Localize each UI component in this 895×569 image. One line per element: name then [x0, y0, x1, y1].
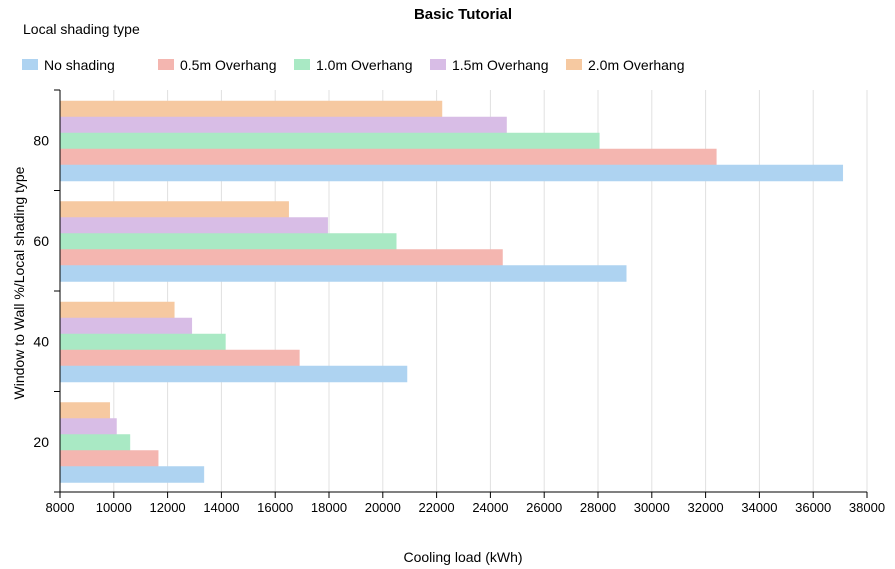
bar: [59, 116, 507, 134]
x-tick-label: 38000: [849, 500, 885, 515]
bar: [59, 317, 193, 335]
legend-swatch: [22, 59, 38, 70]
legend-label: 0.5m Overhang: [180, 57, 277, 73]
bar: [59, 249, 503, 266]
bar: [59, 466, 205, 483]
bars: [59, 100, 844, 483]
y-axis-label: Window to Wall %/Local shading type: [11, 166, 27, 399]
x-tick-label: 36000: [795, 500, 831, 515]
x-tick-label: 10000: [96, 500, 132, 515]
x-tick-label: 34000: [741, 500, 777, 515]
x-tick-label: 14000: [203, 500, 239, 515]
x-tick-label: 32000: [688, 500, 724, 515]
x-tick-label: 8000: [46, 500, 75, 515]
bar: [59, 265, 627, 282]
bar: [59, 301, 175, 319]
axes: 80 60 40 20 8000 10000 12000 14000 16000 18000 200…: [33, 89, 885, 515]
bar: [59, 418, 117, 435]
bar: [59, 450, 159, 467]
x-axis-label: Cooling load (kWh): [403, 549, 522, 565]
bar: [59, 100, 443, 118]
legend-swatch: [566, 59, 582, 70]
bar: [59, 233, 397, 250]
y-tick-label: 80: [33, 132, 49, 148]
legend-title: Local shading type: [23, 21, 140, 37]
x-tick-label: 28000: [580, 500, 616, 515]
x-tick-label: 26000: [526, 500, 562, 515]
bar: [59, 402, 111, 419]
bar: [59, 434, 131, 451]
x-tick-label: 18000: [311, 500, 347, 515]
legend: No shading 0.5m Overhang 1.0m Overhang 1.5m…: [22, 57, 685, 73]
legend-swatch: [294, 59, 310, 70]
legend-label: 1.0m Overhang: [316, 57, 413, 73]
y-tick-label: 20: [33, 434, 49, 450]
bar: [59, 201, 289, 218]
x-tick-label: 16000: [257, 500, 293, 515]
bar: [59, 132, 600, 150]
bar: [59, 148, 717, 166]
x-tick-label: 30000: [634, 500, 670, 515]
chart-title: Basic Tutorial: [414, 6, 512, 23]
x-tick-label: 12000: [150, 500, 186, 515]
legend-label: No shading: [44, 57, 115, 73]
legend-label: 2.0m Overhang: [588, 57, 685, 73]
legend-label: 1.5m Overhang: [452, 57, 549, 73]
legend-swatch: [158, 59, 174, 70]
bar: [59, 365, 408, 383]
bar: [59, 349, 300, 367]
bar: [59, 217, 328, 234]
bar: [59, 164, 844, 182]
y-tick-label: 40: [33, 333, 49, 349]
x-tick-label: 24000: [472, 500, 508, 515]
x-tick-label: 20000: [365, 500, 401, 515]
bar: [59, 333, 226, 351]
x-tick-label: 22000: [419, 500, 455, 515]
legend-swatch: [430, 59, 446, 70]
y-tick-label: 60: [33, 233, 49, 249]
